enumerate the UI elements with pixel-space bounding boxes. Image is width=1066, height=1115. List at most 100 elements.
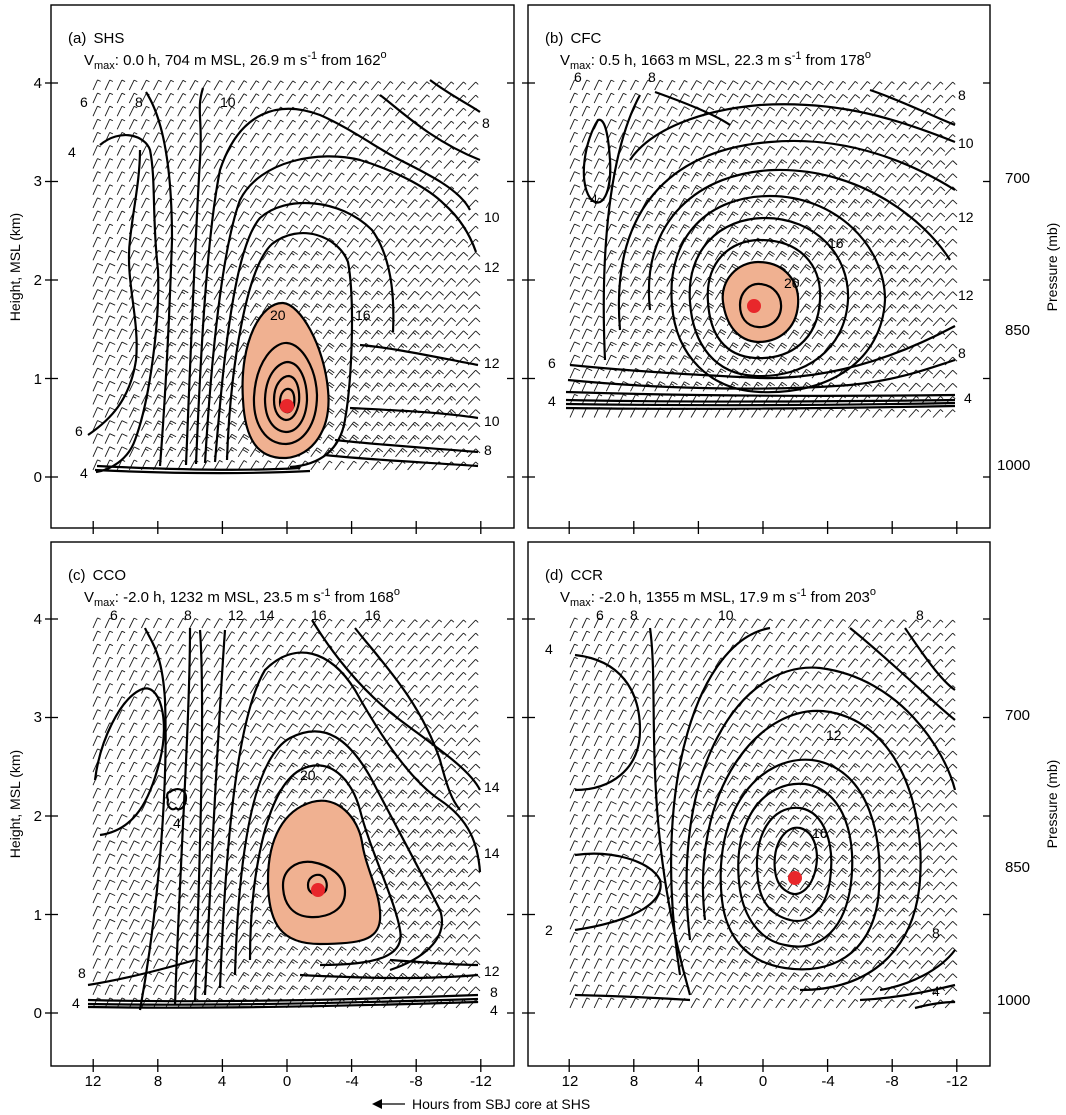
wind-barb (92, 814, 101, 825)
wind-barb (593, 132, 605, 143)
wind-barb (666, 184, 678, 196)
wind-barb (751, 985, 763, 996)
wind-barb (702, 867, 715, 878)
wind-barb (896, 802, 909, 812)
wind-barb (431, 632, 443, 642)
wind-barb (128, 722, 138, 733)
wind-barb (92, 276, 104, 287)
wind-barb (678, 224, 690, 235)
wind-barb (932, 776, 946, 786)
wind-barb (835, 645, 846, 655)
wind-barb (104, 735, 114, 747)
wind-barb (443, 225, 455, 235)
wind-barb (702, 683, 712, 694)
wind-barb (835, 789, 848, 799)
wind-barb (932, 81, 944, 91)
wind-barb (823, 251, 836, 261)
wind-barb (262, 985, 274, 996)
wind-barb (322, 618, 333, 629)
wind-barb (249, 972, 262, 982)
wind-barb (872, 671, 883, 681)
wind-barb (714, 762, 727, 773)
wind-barb (739, 972, 751, 982)
wind-barb (165, 696, 175, 707)
wind-barb (419, 632, 430, 642)
wind-barb (714, 237, 727, 248)
wind-barb (455, 291, 469, 300)
wind-barb (932, 199, 946, 209)
wind-barb (358, 395, 371, 405)
wind-barb (116, 249, 128, 261)
wind-barb (128, 919, 140, 930)
wind-barb (884, 264, 897, 274)
wind-barb (370, 133, 382, 143)
wind-barb (872, 382, 885, 392)
wind-barb (678, 132, 690, 143)
wind-barb (581, 748, 591, 760)
wind-barb (860, 841, 873, 851)
wind-barb (383, 369, 396, 379)
wind-barb (944, 107, 956, 117)
wind-barb (642, 827, 654, 838)
wind-barb (811, 972, 824, 982)
wind-barb (177, 644, 187, 655)
wind-barb (467, 986, 481, 996)
wind-barb (702, 158, 715, 169)
wind-barb (431, 684, 443, 694)
wind-barb (395, 277, 408, 287)
wind-barb (177, 775, 189, 786)
wind-barb (944, 317, 958, 327)
wind-barb (811, 802, 824, 812)
wind-barb (739, 683, 749, 694)
wind-barb (787, 146, 800, 156)
wind-barb (569, 748, 578, 760)
wind-barb (787, 749, 800, 760)
wind-barb (908, 658, 920, 668)
wind-barb (346, 710, 359, 720)
wind-barb (860, 408, 871, 418)
wind-barb (140, 236, 152, 248)
wind-barb (569, 918, 578, 930)
wind-barb (642, 670, 652, 681)
wind-barb (593, 971, 603, 982)
wind-barb (358, 998, 369, 1009)
wind-barb (383, 356, 396, 366)
wind-barb (419, 907, 432, 917)
wind-barb (395, 290, 408, 300)
wind-barb (678, 814, 690, 825)
wind-barb (249, 289, 262, 300)
wind-barb (358, 329, 371, 340)
wind-barb (140, 774, 152, 786)
wind-barb (298, 749, 311, 760)
wind-barb (799, 802, 812, 812)
wind-barb (884, 855, 897, 865)
wind-barb (702, 250, 715, 261)
wind-barb (92, 630, 101, 642)
wind-barb (358, 198, 371, 209)
wind-barb (153, 79, 162, 91)
wind-barb (177, 866, 189, 878)
wind-barb (908, 225, 921, 235)
wind-barb (617, 381, 629, 392)
wind-barb (92, 696, 101, 707)
wind-barb (714, 696, 727, 707)
wind-barb (678, 788, 690, 799)
wind-barb (569, 735, 578, 747)
wind-barb (775, 657, 786, 668)
wind-barb (630, 775, 642, 786)
wind-barb (177, 158, 187, 169)
wind-barb (690, 657, 700, 668)
wind-barb (860, 619, 871, 629)
wind-barb (443, 133, 455, 143)
wind-barb (104, 118, 114, 130)
wind-barb (654, 355, 666, 366)
wind-barb (605, 997, 615, 1009)
wind-barb (443, 842, 457, 852)
wind-barb (787, 355, 800, 366)
wind-barb (908, 815, 921, 825)
wind-barb (213, 132, 223, 143)
wind-barb (654, 932, 666, 943)
wind-barb (666, 657, 676, 668)
wind-barb (310, 185, 323, 196)
wind-barb (431, 698, 443, 707)
